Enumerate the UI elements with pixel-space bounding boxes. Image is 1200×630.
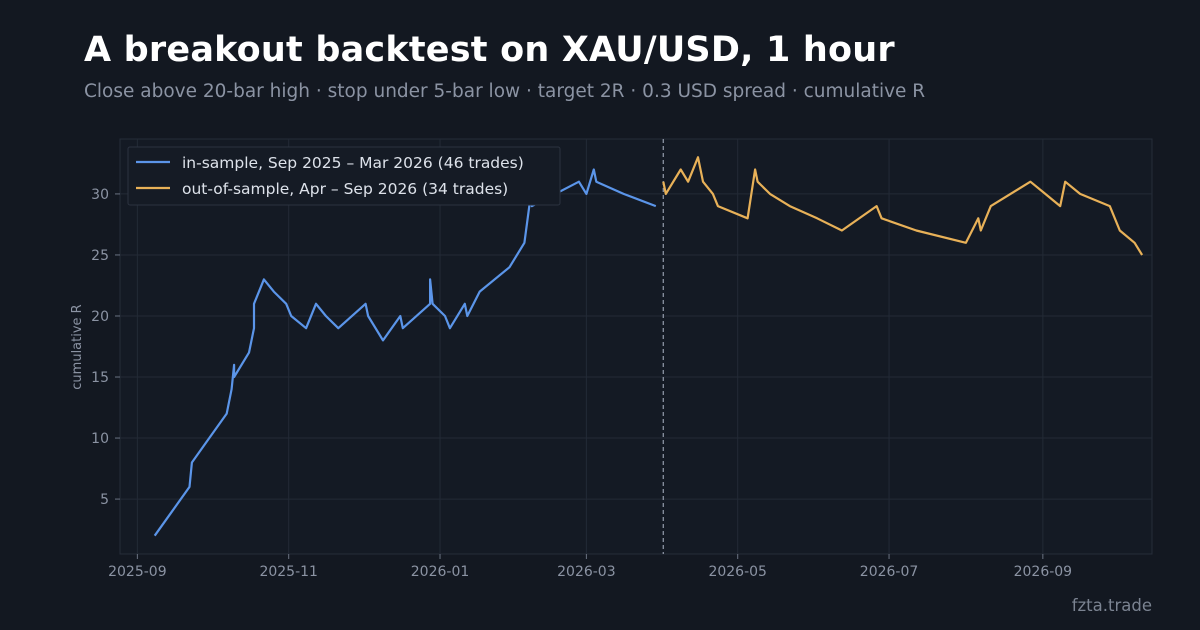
x-tick-label: 2026-01 (411, 564, 470, 580)
y-tick-label: 15 (91, 370, 109, 386)
y-tick-label: 30 (91, 187, 109, 203)
y-tick-label: 10 (91, 431, 109, 447)
x-tick-label: 2026-07 (860, 564, 919, 580)
y-axis-ticks: 5 10 15 20 25 30 (91, 187, 120, 508)
chart-title: A breakout backtest on XAU/USD, 1 hour (84, 30, 895, 70)
x-tick-label: 2026-09 (1014, 564, 1073, 580)
x-tick-label: 2026-05 (708, 564, 767, 580)
out-of-sample-line (662, 156, 1144, 256)
x-tick-label: 2025-09 (108, 564, 167, 580)
chart-subtitle: Close above 20-bar high · stop under 5-b… (84, 81, 926, 102)
y-axis-label: cumulative R (70, 304, 85, 389)
y-tick-label: 20 (91, 309, 109, 325)
x-axis-ticks: 2025-09 2025-11 2026-01 2026-03 2026-05 2026-… (108, 554, 1072, 580)
x-tick-label: 2026-03 (557, 564, 616, 580)
x-tick-label: 2025-11 (259, 564, 318, 580)
y-tick-label: 5 (100, 492, 109, 508)
grid (120, 139, 1152, 554)
legend-box (127, 146, 561, 206)
plot-area (119, 138, 1153, 555)
legend-label-in-sample: in-sample, Sep 2025 – Mar 2026 (46 trade… (182, 154, 524, 172)
brand-watermark: fzta.trade (1071, 596, 1152, 615)
legend-label-out-of-sample: out-of-sample, Apr – Sep 2026 (34 trades… (182, 180, 508, 198)
legend: in-sample, Sep 2025 – Mar 2026 (46 trade… (127, 146, 561, 206)
y-tick-label: 25 (91, 248, 109, 264)
